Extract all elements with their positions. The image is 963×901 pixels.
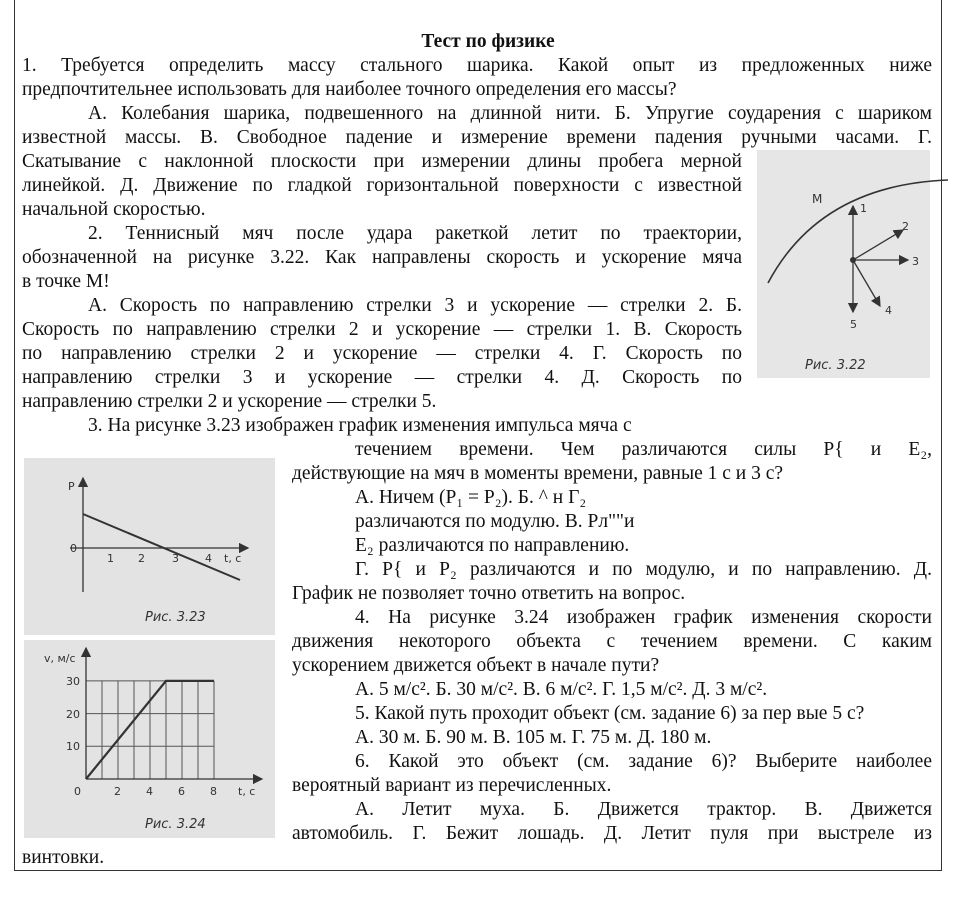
text-line: движения некоторого объекта с течением в… <box>292 631 932 652</box>
arrow-label: 1 <box>860 202 867 215</box>
text-line: А. 5 м/с². Б. 30 м/с². В. 6 м/с². Г. 1,5… <box>355 679 768 700</box>
x-tick-label: 2 <box>114 785 121 798</box>
text-line: 2. Теннисный мяч после удара ракеткой ле… <box>88 223 742 244</box>
text-line: А. Колебания шарика, подвешенного на дли… <box>88 103 932 124</box>
text-line: различаются по модулю. В. Pл""и <box>355 511 635 532</box>
text-line: известной массы. В. Свободное падение и … <box>22 127 932 148</box>
text-line: Скорость по направлению стрелки 2 и уско… <box>22 319 742 340</box>
y-axis-label: P <box>68 480 75 493</box>
x-tick-label: 4 <box>205 552 212 565</box>
arrow-label: 3 <box>912 255 919 268</box>
text-line: по направлению стрелки 2 и ускорение — с… <box>22 343 742 364</box>
arrow-2 <box>852 229 905 261</box>
arrow-label: 5 <box>850 318 857 331</box>
velocity-line <box>85 679 214 780</box>
text-line: течением времени. Чем различаются силы P… <box>355 439 932 460</box>
page-title: Тест по физике <box>421 31 555 52</box>
x-tick-label: 6 <box>178 785 185 798</box>
text-line: 3. На рисунке 3.23 изображен график изме… <box>88 415 632 436</box>
text-line: А. 30 м. Б. 90 м. В. 105 м. Г. 75 м. Д. … <box>355 727 712 748</box>
text-line: Скатывание с наклонной плоскости при изм… <box>22 151 742 172</box>
arrow-4 <box>852 259 881 308</box>
origin-label: 0 <box>70 542 77 555</box>
text-line: предпочтительнее использовать для наибол… <box>22 79 677 100</box>
left-border <box>14 0 15 870</box>
text-line: 6. Какой это объект (см. задание 6)? Выб… <box>355 751 932 772</box>
point-label: M <box>812 192 822 206</box>
text-line: А. Скорость по направлению стрелки 3 и у… <box>88 295 742 316</box>
text-line: автомобиль. Г. Бежит лошадь. Д. Летит пу… <box>292 823 932 844</box>
arrow-label: 4 <box>885 304 892 317</box>
figure-caption: Рис. 3.23 <box>145 610 206 625</box>
text-line: в точке М! <box>22 271 110 292</box>
grid <box>86 680 215 779</box>
x-tick-label: 3 <box>172 552 179 565</box>
origin-label: 0 <box>74 785 81 798</box>
text-line: направлению стрелки 3 и ускорение — стре… <box>22 367 742 388</box>
text-line: 1. Требуется определить массу стального … <box>22 55 932 76</box>
x-tick-label: 4 <box>146 785 153 798</box>
trajectory-curve <box>767 179 949 284</box>
arrow-label: 2 <box>902 220 909 233</box>
x-tick-label: 8 <box>210 785 217 798</box>
text-line: Г. P{ и P₂ различаются и по модулю, и по… <box>355 559 932 580</box>
text-line: 5. Какой путь проходит объект (см. задан… <box>355 703 865 724</box>
y-axis-label: v, м/с <box>44 652 76 665</box>
text-line: 4. На рисунке 3.24 изображен график изме… <box>355 607 932 628</box>
figure-3-23: P 0 1 2 3 4 t, c Рис. 3.23 <box>24 458 275 635</box>
bottom-border <box>14 870 942 871</box>
text-line: График не позволяет точно ответить на во… <box>292 583 686 604</box>
x-tick-label: 2 <box>138 552 145 565</box>
text-line: А. Летит муха. Б. Движется трактор. В. Д… <box>355 799 932 820</box>
y-tick-label: 30 <box>66 675 80 688</box>
text-line: винтовки. <box>22 847 105 868</box>
x-tick-label: 1 <box>107 552 114 565</box>
right-border <box>941 0 942 870</box>
x-axis-label: t, c <box>238 785 255 798</box>
y-tick-label: 20 <box>66 708 80 721</box>
x-axis-label: t, c <box>224 552 241 565</box>
figure-3-22: M 1 2 3 4 5 Рис. 3.22 <box>757 150 949 378</box>
text-line: направлению стрелки 2 и ускорение — стре… <box>22 391 437 412</box>
text-line: обозначенной на рисунке 3.22. Как направ… <box>22 247 742 268</box>
text-line: начальной скоростью. <box>22 199 206 220</box>
momentum-line <box>82 513 241 581</box>
text-line: вероятный вариант из перечисленных. <box>292 775 612 796</box>
y-tick-label: 10 <box>66 740 80 753</box>
text-line: линейкой. Д. Движение по гладкой горизон… <box>22 175 742 196</box>
figure-caption: Рис. 3.24 <box>145 817 206 832</box>
figure-caption: Рис. 3.22 <box>805 358 866 373</box>
text-line: ускорением движется объект в начале пути… <box>292 655 660 676</box>
text-line: действующие на мяч в моменты времени, ра… <box>292 463 784 484</box>
text-line: А. Ничем (P₁ = P₂). Б. ^ н Г₂ <box>355 487 587 508</box>
figure-3-24: v, м/с 20 10 30 0 2 4 6 8 t, c Рис. 3.24 <box>24 640 275 838</box>
text-line: E₂ различаются по направлению. <box>355 535 630 556</box>
